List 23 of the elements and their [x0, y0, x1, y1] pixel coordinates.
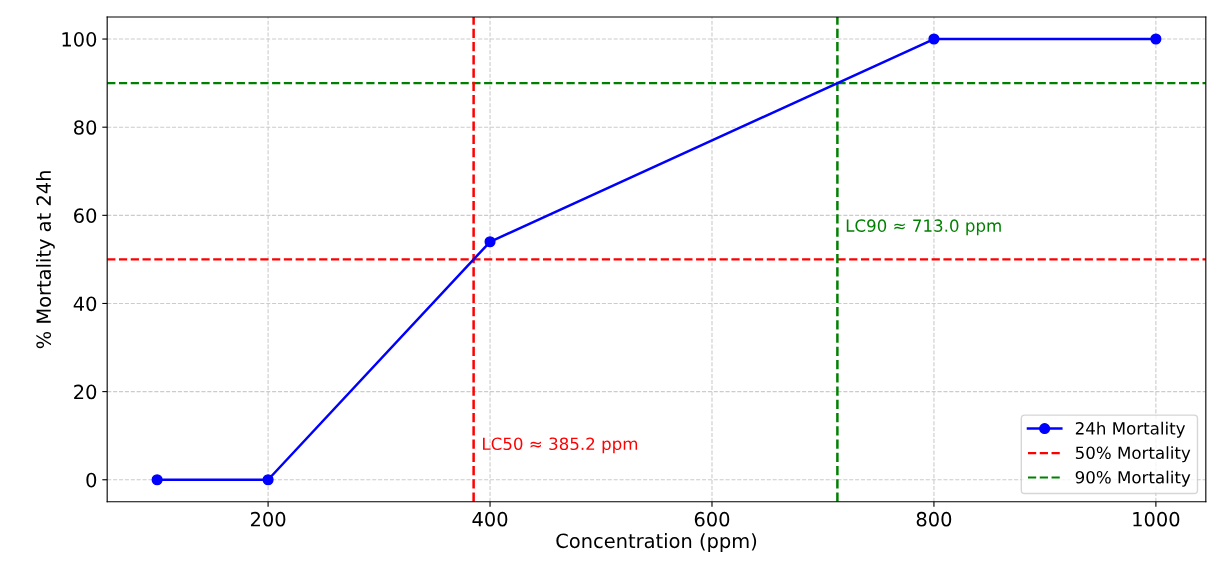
y-tick-label: 100 [62, 32, 97, 47]
y-tick-label: 40 [73, 296, 97, 312]
x-tick-label: 200 [250, 511, 286, 527]
point [262, 474, 274, 486]
x-tick-label: 400 [472, 511, 508, 527]
point [1150, 33, 1162, 45]
legend-label: 50% Mortality [1075, 446, 1191, 463]
legend-label: 90% Mortality [1075, 470, 1191, 487]
y-tick-label: 80 [74, 120, 97, 135]
x-tick-label: 800 [916, 511, 952, 527]
ref-line-label: LC90 ≈ 713.0 ppm [846, 219, 1001, 236]
y-axis-title: % Mortality at 24h [35, 171, 55, 349]
x-axis-title: Concentration (ppm) [556, 533, 757, 552]
point [928, 33, 940, 45]
x-tick-label: 1000 [1133, 511, 1180, 527]
x-tick-label: 600 [694, 511, 730, 527]
legend-label: 24h Mortality [1075, 421, 1186, 438]
point [151, 474, 163, 486]
y-tick-label: 0 [86, 472, 97, 488]
y-tick-label: 60 [74, 208, 97, 223]
y-tick-label: 20 [74, 384, 97, 400]
point [484, 236, 496, 248]
ref-line-label: LC50 ≈ 385.2 ppm [483, 437, 638, 454]
